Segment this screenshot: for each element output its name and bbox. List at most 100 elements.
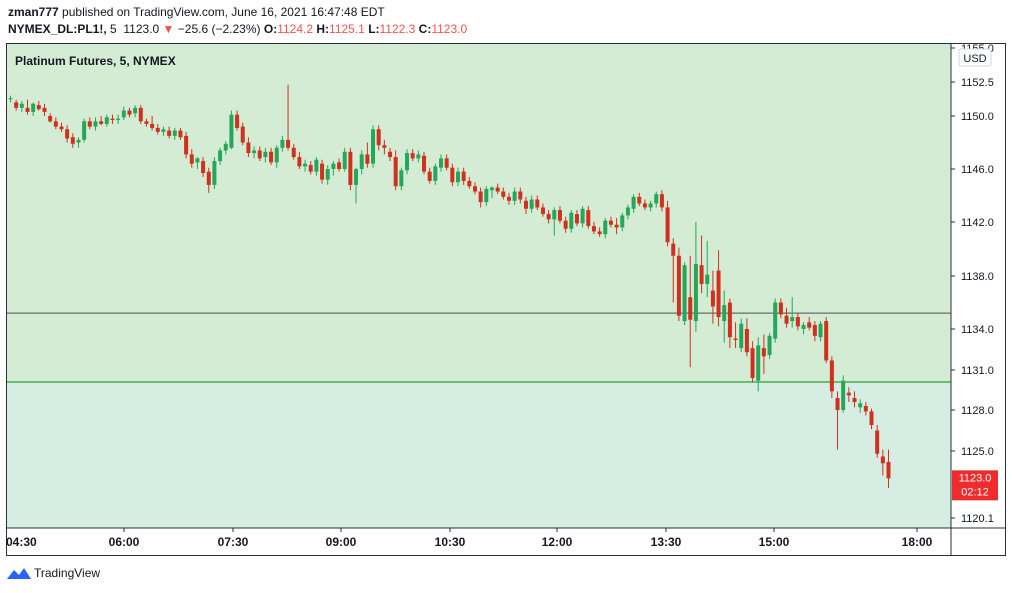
candle xyxy=(472,182,477,195)
candle xyxy=(705,240,710,298)
candle xyxy=(444,154,449,171)
candle xyxy=(846,387,851,402)
candle-body xyxy=(178,130,183,138)
candle xyxy=(116,114,121,124)
currency-label[interactable]: USD xyxy=(963,53,986,65)
price-chart[interactable]: 1155.01152.51150.01146.01142.01138.01134… xyxy=(5,43,1006,556)
x-tick-label: 15:00 xyxy=(759,535,790,549)
candle xyxy=(625,204,630,220)
candle-body xyxy=(235,114,240,128)
candle-body xyxy=(501,191,506,197)
candle xyxy=(371,125,376,168)
candle-body xyxy=(773,302,778,339)
candle-body xyxy=(297,157,302,167)
candle xyxy=(484,186,489,207)
author-name[interactable]: zman777 xyxy=(8,5,59,19)
candle-body xyxy=(620,215,625,228)
candle-body xyxy=(767,335,772,355)
candle-body xyxy=(87,121,92,127)
candle xyxy=(359,150,364,175)
candle-body xyxy=(489,187,494,191)
low-label: L: xyxy=(368,22,380,36)
candle xyxy=(552,207,557,236)
candle xyxy=(342,147,347,172)
x-tick-label: 06:00 xyxy=(109,535,140,549)
candle xyxy=(121,106,126,120)
candle-body xyxy=(82,121,87,140)
candle xyxy=(455,167,460,187)
y-tick-label: 1146.0 xyxy=(961,164,994,176)
candle xyxy=(546,210,551,224)
candle-body xyxy=(750,348,755,378)
candle xyxy=(82,118,87,143)
candle-body xyxy=(393,157,398,187)
candle-body xyxy=(218,150,223,162)
candle xyxy=(93,117,98,131)
symbol-line: NYMEX_DL:PL1!, 5 1123.0 ▼ −25.6 (−2.23%)… xyxy=(8,21,998,38)
currency-box[interactable] xyxy=(958,48,992,67)
candle xyxy=(693,222,698,332)
y-tick-label: 1142.0 xyxy=(961,217,994,229)
candle-body xyxy=(184,135,189,155)
candle-body xyxy=(659,194,664,208)
candle-body xyxy=(399,170,404,187)
candle-body xyxy=(195,158,200,163)
candle xyxy=(167,126,172,139)
candle-body xyxy=(342,151,347,169)
candle xyxy=(608,216,613,228)
candle-body xyxy=(433,166,438,181)
candle-body xyxy=(42,107,47,112)
candle xyxy=(31,102,36,116)
candle xyxy=(597,227,602,237)
y-tick-label: 1150.0 xyxy=(961,111,994,123)
candle-body xyxy=(518,191,523,200)
candle xyxy=(535,195,540,211)
candle xyxy=(229,110,234,150)
candle xyxy=(450,163,455,187)
candle-body xyxy=(801,325,806,329)
candle xyxy=(439,154,444,172)
candle xyxy=(286,84,291,151)
candle-body xyxy=(467,180,472,187)
candle-body xyxy=(206,171,211,185)
candle-body xyxy=(846,392,851,396)
candle-body xyxy=(303,163,308,167)
candle-body xyxy=(133,107,138,114)
chart-frame[interactable]: 1155.01152.51150.01146.01142.01138.01134… xyxy=(5,43,1006,556)
candle-body xyxy=(512,191,517,201)
candle-body xyxy=(858,403,863,408)
candle-body xyxy=(597,231,602,235)
footer-brand[interactable]: TradingView xyxy=(34,566,101,580)
candle-body xyxy=(121,110,126,118)
candle-body xyxy=(529,199,534,209)
candle-body xyxy=(201,161,206,173)
candle xyxy=(422,151,427,175)
candle-body xyxy=(155,127,160,132)
candle-body xyxy=(841,380,846,410)
y-tick-label: 1134.0 xyxy=(961,324,994,336)
candle xyxy=(320,159,325,184)
candle xyxy=(807,317,812,331)
candle xyxy=(223,141,228,155)
candle-body xyxy=(257,150,262,159)
candle xyxy=(841,375,846,413)
candle-body xyxy=(388,151,393,158)
candle-body xyxy=(744,329,749,353)
symbol-name: NYMEX_DL:PL1!, xyxy=(8,22,107,36)
candle xyxy=(710,270,715,324)
candle-body xyxy=(359,154,364,169)
close-value: 1123.0 xyxy=(431,22,468,36)
candle xyxy=(739,318,744,353)
candle xyxy=(824,317,829,364)
tradingview-logo-icon[interactable] xyxy=(6,565,32,581)
candle xyxy=(512,187,517,205)
candle-body xyxy=(8,98,13,100)
candle-body xyxy=(756,345,761,381)
candle xyxy=(620,212,625,232)
candle xyxy=(773,298,778,343)
candle-body xyxy=(110,118,115,120)
candle xyxy=(778,298,783,319)
candle xyxy=(218,147,223,166)
price-change: −25.6 (−2.23%) xyxy=(177,22,261,36)
chart-title: Platinum Futures, 5, NYMEX xyxy=(15,54,176,68)
